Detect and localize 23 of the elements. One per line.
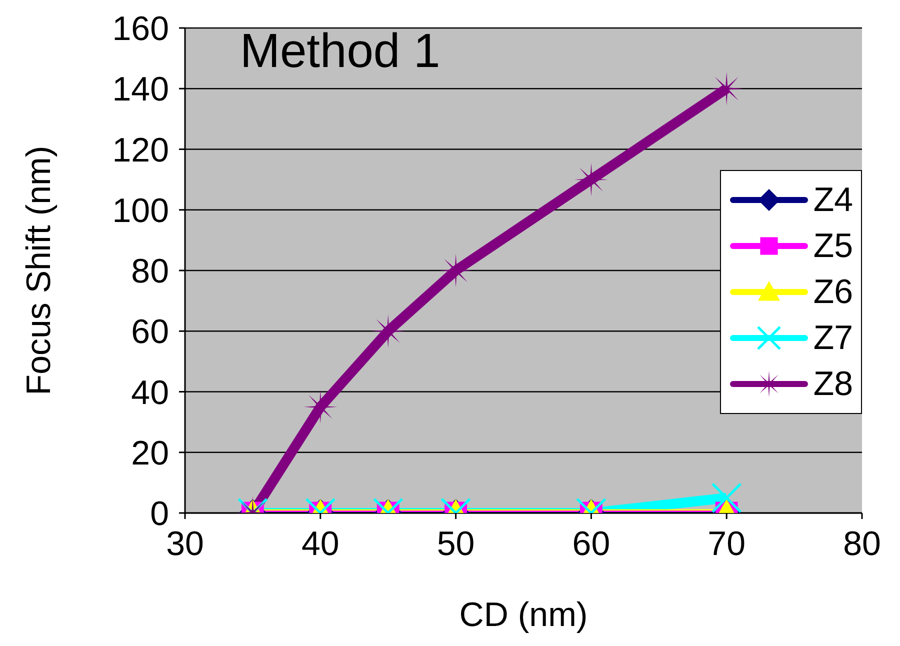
- chart-title: Method 1: [240, 24, 440, 79]
- x-axis-title: CD (nm): [459, 596, 588, 634]
- y-tick-label: 100: [112, 192, 169, 230]
- x-tick-label: 70: [708, 525, 746, 564]
- legend-label: Z4: [813, 180, 853, 220]
- x-tick-label: 40: [301, 525, 340, 564]
- y-tick-label: 40: [131, 374, 169, 412]
- y-tick-label: 80: [131, 252, 169, 291]
- y-tick-label: 20: [131, 434, 169, 472]
- y-tick-label: 120: [112, 131, 169, 170]
- legend-label: Z5: [813, 226, 853, 266]
- y-tick-label: 0: [150, 495, 169, 534]
- y-tick-label: 160: [112, 10, 169, 48]
- legend-label: Z8: [813, 364, 853, 404]
- x-tick-label: 80: [843, 525, 881, 564]
- legend-label: Z6: [813, 272, 853, 312]
- y-axis-title: Focus Shift (nm): [20, 146, 58, 396]
- x-tick-label: 60: [572, 525, 610, 564]
- x-tick-label: 50: [436, 525, 475, 564]
- x-tick-label: 30: [166, 525, 204, 564]
- legend-label: Z7: [813, 318, 853, 358]
- y-tick-label: 140: [112, 70, 169, 109]
- y-tick-label: 60: [131, 313, 169, 352]
